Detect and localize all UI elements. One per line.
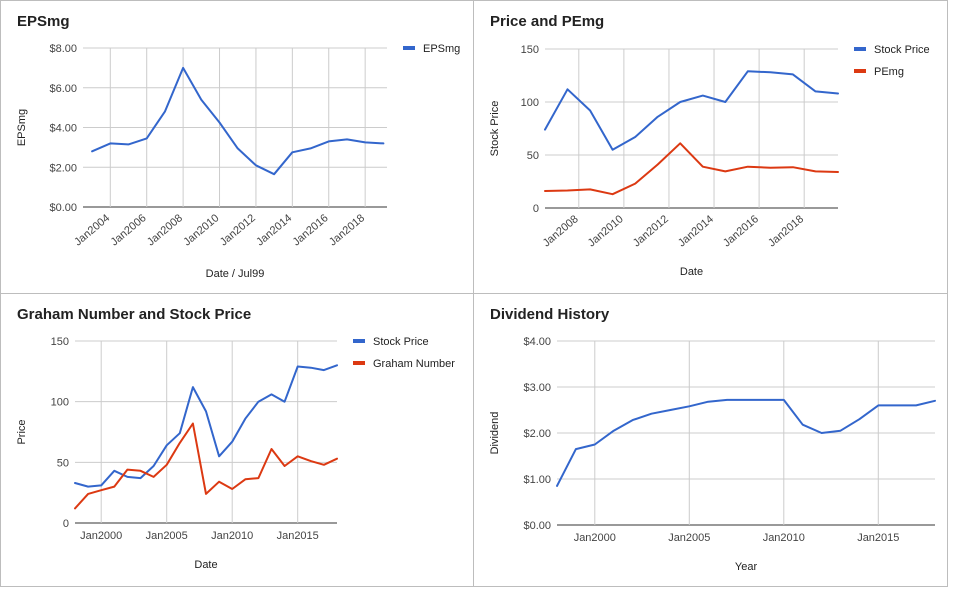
series-line-series <box>556 398 936 487</box>
x-tick-label: Jan2008 <box>541 213 581 249</box>
y-tick-label: 50 <box>57 457 69 469</box>
y-axis-title: Price <box>16 419 28 444</box>
eps-chart-panel: EPSmg $0.00 $2.00 $4.00 $6.00 $8.00 Jan2004 Ja… <box>0 0 474 294</box>
x-tick-label: Jan2018 <box>766 213 806 249</box>
y-tick-label: $4.00 <box>523 336 551 348</box>
x-tick-label: Jan2012 <box>218 212 258 248</box>
series-line-stock-price <box>544 70 839 151</box>
y-axis-title: EPSmg <box>16 109 28 146</box>
dividend-chart: $0.00 $1.00 $2.00 $3.00 $4.00 Jan2000 Jan2005 J… <box>489 336 936 573</box>
eps-chart: $0.00$2.00$4.00$6.00$8.00Jan2004Jan2006J… <box>16 43 460 280</box>
y-tick-label: $0.00 <box>523 520 551 532</box>
x-axis-title: Year <box>735 561 758 573</box>
x-tick-label: Jan2000 <box>574 532 616 544</box>
legend-label: Stock Price <box>874 44 930 56</box>
x-axis-title: Date / Jul99 <box>206 268 265 280</box>
x-axis-title: Date <box>680 266 703 278</box>
legend-swatch <box>353 361 365 365</box>
series-line-graham-number <box>74 422 338 510</box>
x-tick-label: Jan2010 <box>763 532 805 544</box>
x-tick-label: Jan2012 <box>631 213 671 249</box>
y-tick-label: $2.00 <box>523 428 551 440</box>
y-tick-label: 0 <box>533 203 539 215</box>
y-tick-label: 100 <box>521 97 539 109</box>
x-tick-label: Jan2006 <box>109 212 149 248</box>
x-tick-label: Jan2005 <box>146 530 188 542</box>
y-tick-label: $2.00 <box>49 162 77 174</box>
y-axis-title: Stock Price <box>489 101 501 157</box>
legend-swatch <box>353 339 365 343</box>
graham-chart-panel: Graham Number and Stock Price 0 50 100 150 J… <box>0 293 474 587</box>
series-line-stock-price <box>74 364 338 488</box>
legend-swatch <box>403 46 415 50</box>
x-tick-label: Jan2010 <box>586 213 626 249</box>
y-tick-label: $4.00 <box>49 123 77 135</box>
legend-swatch <box>854 69 866 73</box>
legend-label: PEmg <box>874 66 904 78</box>
series-line-pemg <box>544 142 839 196</box>
x-tick-label: Jan2010 <box>211 530 253 542</box>
y-tick-label: $1.00 <box>523 474 551 486</box>
x-tick-label: Jan2010 <box>181 212 221 248</box>
x-tick-label: Jan2016 <box>291 212 331 248</box>
x-axis-title: Date <box>194 559 217 571</box>
chart-title: Price and PEmg <box>490 13 605 30</box>
legend-label: EPSmg <box>423 43 460 55</box>
legend-label: Stock Price <box>373 336 429 348</box>
chart-title: EPSmg <box>17 13 70 30</box>
y-tick-label: 100 <box>51 397 69 409</box>
legend-label: Graham Number <box>373 358 455 370</box>
chart-title: Dividend History <box>490 306 610 323</box>
x-tick-label: Jan2014 <box>676 213 716 249</box>
y-axis-title: Dividend <box>489 412 501 455</box>
x-tick-label: Jan2005 <box>668 532 710 544</box>
dividend-chart-panel: Dividend History $0.00 $1.00 $2.00 $3.00 $4.… <box>473 293 948 587</box>
y-tick-label: $6.00 <box>49 83 77 95</box>
x-tick-label: Jan2015 <box>277 530 319 542</box>
y-tick-label: $0.00 <box>49 202 77 214</box>
price-pemg-chart-panel: Price and PEmg 0 50 100 150 Jan2008 Jan2010 Ja… <box>473 0 948 294</box>
x-tick-label: Jan2016 <box>721 213 761 249</box>
y-tick-label: 50 <box>527 150 539 162</box>
legend-swatch <box>854 47 866 51</box>
x-tick-label: Jan2000 <box>80 530 122 542</box>
y-tick-label: $8.00 <box>49 43 77 55</box>
series-line-epsmg <box>91 66 385 176</box>
y-tick-label: $3.00 <box>523 382 551 394</box>
x-tick-label: Jan2008 <box>145 212 185 248</box>
y-tick-label: 150 <box>521 44 539 56</box>
chart-title: Graham Number and Stock Price <box>17 306 252 323</box>
x-tick-label: Jan2014 <box>254 212 294 248</box>
x-tick-label: Jan2015 <box>857 532 899 544</box>
x-tick-label: Jan2018 <box>327 212 367 248</box>
x-tick-label: Jan2004 <box>72 212 112 248</box>
y-tick-label: 150 <box>51 336 69 348</box>
y-tick-label: 0 <box>63 518 69 530</box>
graham-chart: 0 50 100 150 Jan2000 Jan2005 Jan2010 Jan2015 Dat… <box>16 336 455 571</box>
